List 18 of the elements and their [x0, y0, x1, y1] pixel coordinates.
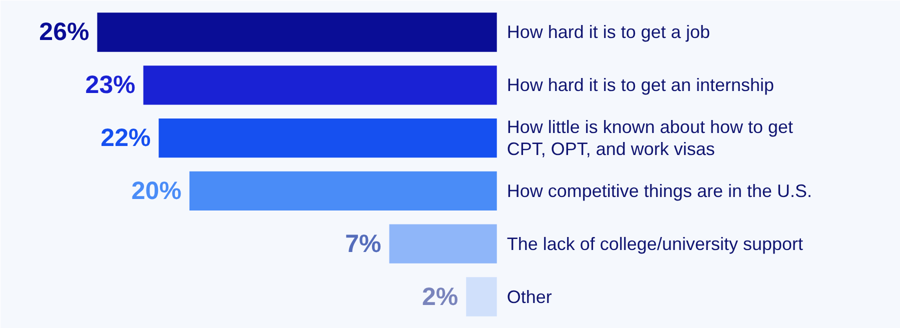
- y-tick-label: How hard it is to get a job: [506, 22, 710, 42]
- bar: [97, 12, 497, 52]
- y-tick-label: How hard it is to get an internship: [506, 75, 774, 96]
- y-tick-label: How little is known about how to get CPT, OPT, and work visas: [506, 117, 794, 160]
- bar: [143, 66, 497, 105]
- bar: [389, 224, 497, 264]
- data-label: 20%: [131, 176, 182, 205]
- bar: [189, 171, 497, 211]
- y-tick-label: How competitive things are in the U.S.: [506, 180, 812, 201]
- data-label: 26%: [39, 18, 90, 46]
- bar: [466, 277, 497, 316]
- data-label: 23%: [85, 71, 136, 100]
- y-tick-label: The lack of college/university support: [506, 234, 804, 254]
- y-tick-label: Other: [506, 286, 552, 307]
- data-label: 22%: [100, 124, 151, 152]
- bar: [158, 118, 497, 158]
- data-label: 2%: [422, 282, 458, 311]
- data-label: 7%: [345, 230, 382, 258]
